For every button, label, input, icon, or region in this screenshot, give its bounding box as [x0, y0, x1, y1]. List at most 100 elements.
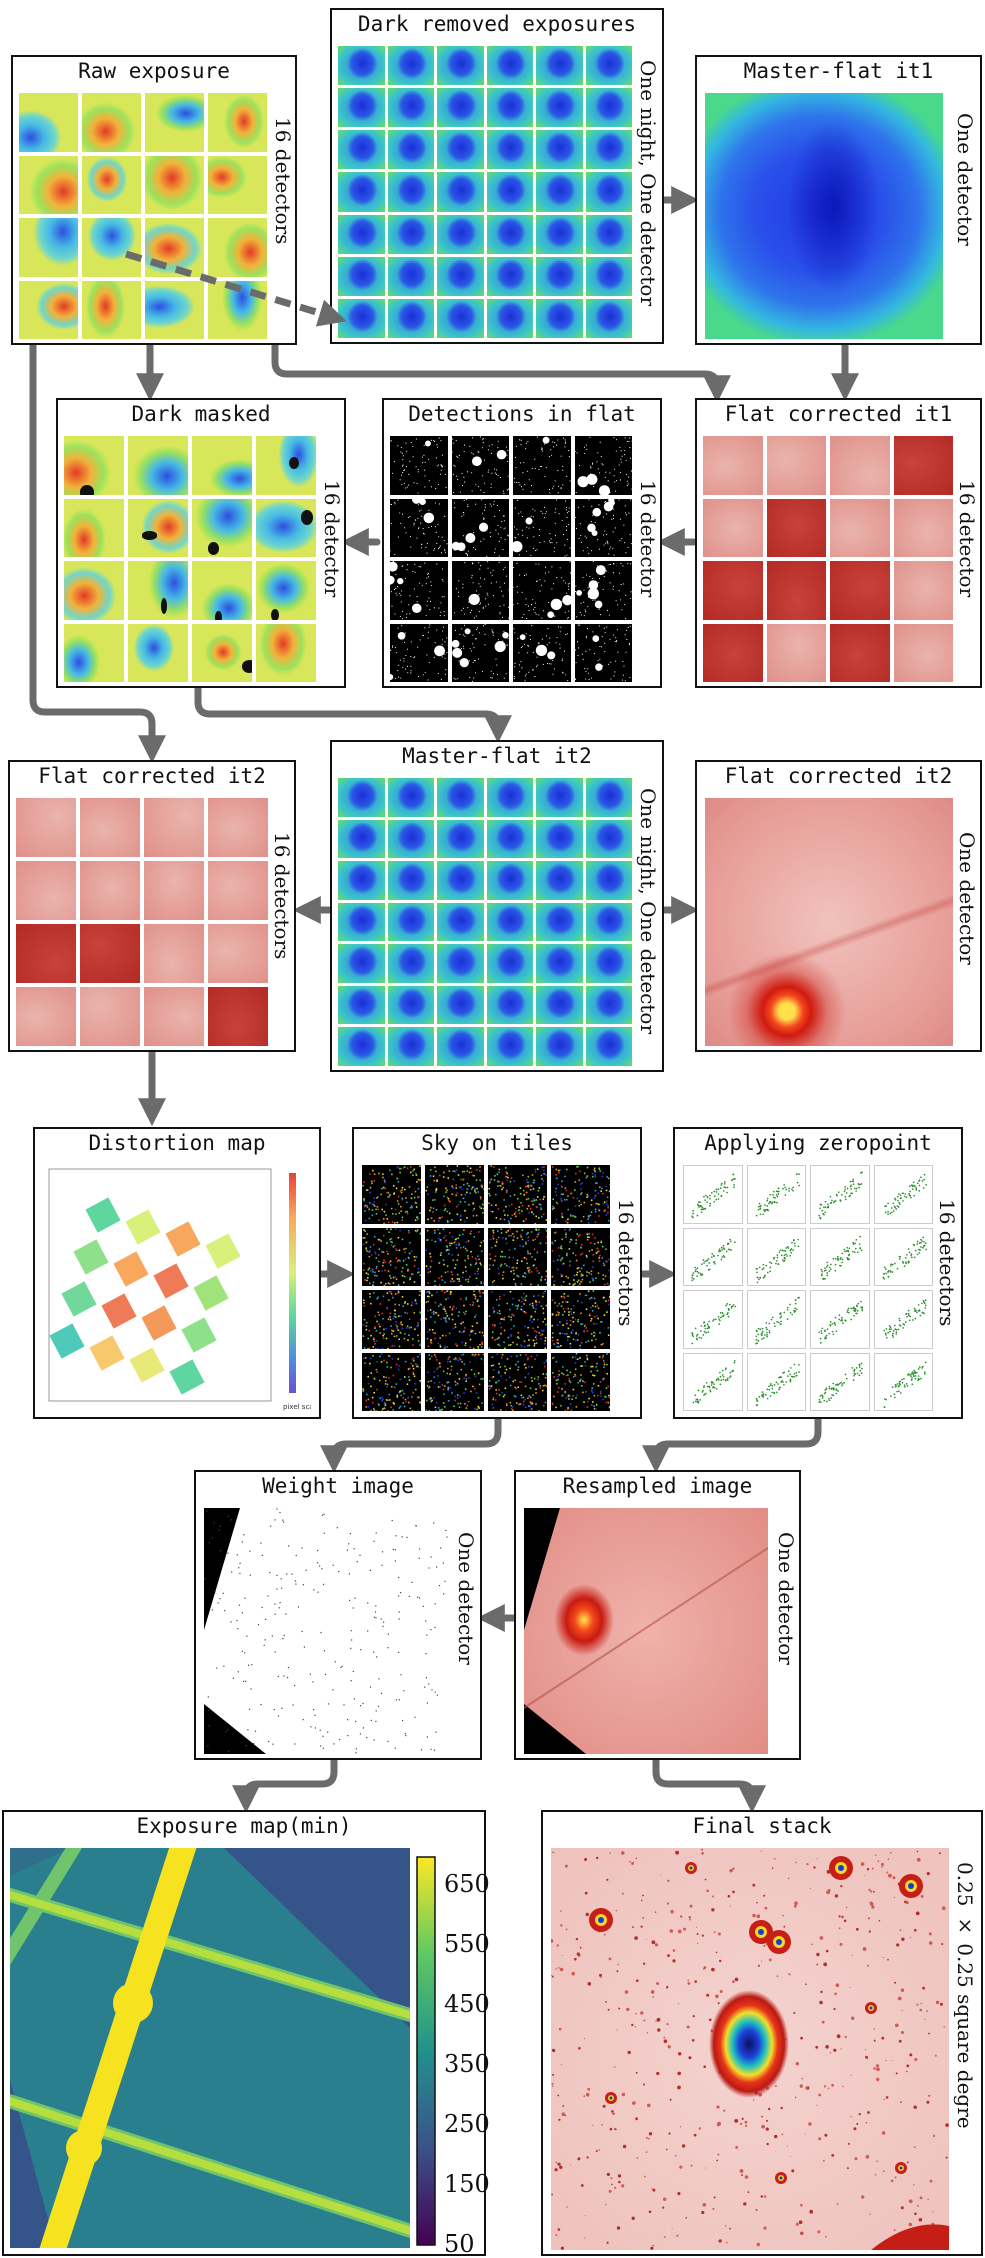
node-side-label: One detector	[955, 832, 979, 965]
node-title: Exposure map(min)	[136, 1814, 352, 1838]
node-title: Raw exposure	[78, 59, 230, 83]
distortion-tile	[169, 1359, 205, 1395]
detector-thumbnail	[703, 561, 763, 620]
sky-tile-thumbnail	[488, 1227, 547, 1286]
detector-thumbnail	[766, 561, 826, 620]
exposure-map-image	[10, 1848, 410, 2248]
detector-thumbnail	[766, 623, 826, 682]
zeropoint-plot-thumbnail	[683, 1290, 743, 1349]
detector-thumbnail	[192, 436, 252, 495]
detector-thumbnail	[19, 93, 78, 152]
exposure-thumbnail	[536, 944, 583, 983]
detector-thumbnail	[192, 623, 252, 682]
detector-thumbnail	[16, 924, 76, 983]
node-title: Weight image	[262, 1474, 414, 1498]
exposure-thumbnail	[486, 298, 533, 338]
distortion-colorbar	[289, 1173, 296, 1393]
node-side-label: 16 detectors	[935, 1199, 959, 1327]
detection-thumbnail	[390, 436, 448, 495]
exposure-thumbnail	[437, 861, 484, 900]
colorbar-tick-label: 150	[444, 2170, 490, 2198]
node-flat-corrected-it2-detectors: Flat corrected it2 16 detectors	[8, 760, 296, 1052]
node-side-label: 16 detector	[955, 480, 979, 598]
exposure-thumbnail	[338, 1027, 385, 1066]
detection-thumbnail	[513, 498, 571, 557]
detector-thumbnail	[16, 987, 76, 1046]
distortion-tile	[89, 1335, 125, 1371]
colorbar-tick-label: 450	[444, 1990, 490, 2018]
exposure-thumbnail	[387, 819, 434, 859]
detector-thumbnail	[208, 218, 267, 277]
detector-grid	[16, 798, 268, 1046]
detector-thumbnail	[16, 798, 76, 857]
node-dark-removed-exposures: Dark removed exposures One night, One de…	[330, 8, 664, 344]
arrow-sky-to-weight	[320, 1414, 502, 1474]
node-title: Distortion map	[88, 1131, 266, 1155]
node-applying-zeropoint: Applying zeropoint 16 detectors	[673, 1127, 963, 1419]
weight-image	[204, 1508, 448, 1754]
node-title: Applying zeropoint	[704, 1131, 932, 1155]
detector-thumbnail	[208, 924, 268, 983]
detector-thumbnail	[893, 561, 953, 620]
detector-thumbnail	[830, 623, 890, 682]
exposure-thumbnail	[338, 902, 385, 942]
sky-tile-thumbnail	[488, 1290, 547, 1349]
final-stack-image	[551, 1848, 949, 2250]
sky-tile-thumbnail	[425, 1227, 484, 1286]
node-title: Final stack	[692, 1814, 832, 1838]
exposure-thumbnail	[437, 778, 484, 817]
masked-region	[80, 485, 95, 495]
masked-region	[270, 608, 279, 620]
detector-thumbnail	[208, 280, 267, 339]
distortion-tile	[153, 1263, 189, 1299]
distortion-tile	[193, 1275, 229, 1311]
masked-region	[301, 510, 314, 525]
exposure-thumbnail	[585, 819, 632, 859]
detector-thumbnail	[893, 623, 953, 682]
weight-specks	[204, 1508, 448, 1754]
exposure-thumbnail	[585, 214, 632, 254]
exposure-thumbnail	[387, 130, 434, 170]
node-side-label: One detector	[774, 1532, 798, 1665]
exposure-thumbnail	[437, 256, 484, 296]
sky-tile-thumbnail	[551, 1290, 610, 1349]
exposure-thumbnail	[585, 1027, 632, 1066]
detector-thumbnail	[144, 861, 204, 920]
exposure-thumbnail	[437, 902, 484, 942]
exposure-thumbnail	[338, 256, 385, 296]
sky-tile-thumbnail	[425, 1165, 484, 1224]
node-master-flat-it1: Master-flat it1 One detector	[695, 55, 982, 345]
flat-corrected-image	[705, 798, 953, 1046]
node-side-label: One detector	[454, 1532, 478, 1665]
exposure-thumbnail	[536, 985, 583, 1025]
node-title: Flat corrected it2	[38, 764, 266, 788]
sky-tile-thumbnail	[362, 1352, 421, 1411]
exposure-thumbnail	[437, 214, 484, 254]
arrow-raw-to-flat2a	[29, 338, 166, 764]
node-resampled-image: Resampled image One detector	[514, 1470, 801, 1760]
exposure-thumbnail	[536, 88, 583, 128]
detection-thumbnail	[513, 623, 571, 682]
detector-grid	[64, 436, 316, 682]
node-side-label: One night, One detector	[636, 60, 660, 307]
exposure-thumbnail	[437, 88, 484, 128]
detector-thumbnail	[703, 436, 763, 495]
detection-thumbnail	[451, 561, 509, 620]
node-side-label: One detector	[953, 113, 977, 246]
detector-thumbnail	[256, 623, 316, 682]
exposure-thumbnail	[536, 861, 583, 900]
exposure-thumbnail	[387, 1027, 434, 1066]
node-title: Flat corrected it1	[724, 402, 953, 426]
masked-region	[141, 531, 158, 540]
zeropoint-plot-thumbnail	[810, 1165, 870, 1224]
detector-thumbnail	[256, 498, 316, 557]
detection-thumbnail	[574, 498, 632, 557]
detection-thumbnail	[574, 436, 632, 495]
exposure-thumbnail	[585, 944, 632, 983]
exposure-thumbnail	[486, 778, 533, 817]
sky-tile-thumbnail	[362, 1165, 421, 1224]
zeropoint-plot-thumbnail	[746, 1290, 806, 1349]
node-title: Master-flat it1	[743, 59, 934, 83]
detector-thumbnail	[82, 280, 141, 339]
